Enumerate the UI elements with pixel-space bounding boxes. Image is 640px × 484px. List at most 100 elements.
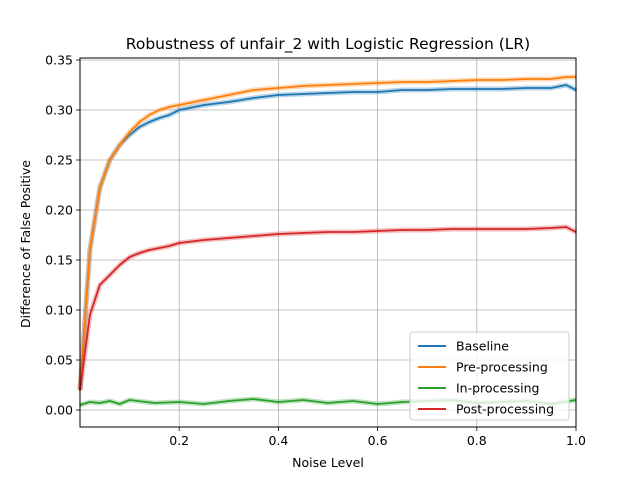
data-point-pre-processing	[451, 80, 453, 82]
data-point-pre-processing	[401, 81, 404, 83]
data-point-post-processing	[302, 232, 305, 234]
data-point-in-processing	[252, 398, 255, 400]
data-point-pre-processing	[500, 79, 503, 81]
data-point-post-processing	[118, 264, 121, 266]
series-layer	[77, 74, 578, 408]
data-point-in-processing	[128, 399, 131, 401]
data-point-in-processing	[277, 401, 280, 403]
data-point-in-processing	[178, 401, 181, 403]
data-point-pre-processing	[277, 87, 280, 89]
data-point-pre-processing	[302, 85, 305, 87]
chart-title: Robustness of unfair_2 with Logistic Reg…	[126, 35, 530, 54]
axis-layer: 0.2 0.4 0.6 0.8 1.0 0.00 0.05 0.10 0.15 0.20 0.25 0…	[45, 53, 586, 449]
data-point-post-processing	[277, 233, 280, 235]
data-point-in-processing	[327, 402, 329, 404]
data-point-baseline	[351, 91, 354, 93]
data-point-baseline	[138, 126, 141, 128]
series-line-pre-processing	[79, 76, 576, 391]
y-tick-label: 0.15	[45, 253, 73, 268]
x-tick-label: 0.4	[268, 433, 288, 448]
data-point-in-processing	[376, 403, 379, 405]
x-tick-label: 1.0	[566, 433, 586, 448]
data-point-post-processing	[108, 274, 111, 276]
data-point-baseline	[203, 104, 205, 106]
data-point-pre-processing	[525, 78, 528, 80]
data-point-pre-processing	[376, 82, 379, 84]
data-point-pre-processing	[118, 144, 121, 146]
data-point-post-processing	[565, 226, 567, 228]
data-point-baseline	[252, 97, 255, 99]
data-point-post-processing	[89, 314, 91, 316]
legend-label-baseline: Baseline	[456, 339, 509, 354]
data-point-post-processing	[138, 252, 141, 254]
legend-box	[409, 331, 570, 421]
y-tick-label: 0.25	[45, 153, 73, 168]
data-point-pre-processing	[252, 89, 255, 91]
data-point-post-processing	[128, 256, 131, 258]
data-point-pre-processing	[178, 104, 181, 106]
data-point-post-processing	[351, 231, 354, 233]
data-point-post-processing	[178, 242, 181, 244]
data-point-pre-processing	[327, 84, 329, 86]
data-point-pre-processing	[550, 78, 553, 80]
y-tick-label: 0.20	[45, 203, 73, 218]
data-point-post-processing	[98, 284, 101, 286]
data-point-post-processing	[451, 228, 453, 230]
data-point-in-processing	[89, 401, 91, 403]
data-point-post-processing	[148, 249, 151, 251]
data-point-in-processing	[153, 402, 156, 404]
data-point-pre-processing	[148, 114, 151, 116]
data-point-in-processing	[108, 400, 111, 402]
data-point-pre-processing	[128, 131, 131, 133]
x-tick-label: 0.2	[169, 433, 189, 448]
data-point-baseline	[550, 87, 553, 89]
data-point-post-processing	[327, 231, 329, 233]
data-point-baseline	[302, 93, 305, 95]
data-point-post-processing	[252, 235, 255, 237]
x-tick-label: 0.8	[467, 433, 487, 448]
data-point-post-processing	[168, 245, 171, 247]
data-point-pre-processing	[158, 109, 161, 111]
y-tick-label: 0.10	[45, 303, 73, 318]
series-line-baseline	[79, 84, 577, 391]
data-point-pre-processing	[351, 83, 354, 85]
data-point-baseline	[128, 134, 131, 136]
data-point-baseline	[500, 88, 503, 90]
data-point-in-processing	[98, 402, 101, 404]
data-point-post-processing	[203, 239, 205, 241]
legend-label-post-processing: Post-processing	[456, 402, 554, 417]
y-axis-label: Difference of False Positive	[18, 160, 33, 328]
data-point-baseline	[327, 92, 329, 94]
legend-label-pre-processing: Pre-processing	[456, 360, 548, 375]
data-point-post-processing	[158, 247, 161, 249]
x-axis-label: Noise Level	[292, 455, 364, 470]
data-point-baseline	[401, 89, 404, 91]
data-point-in-processing	[401, 401, 404, 403]
data-point-baseline	[158, 117, 161, 119]
legend: Baseline Pre-processing In-processing Post-…	[409, 331, 570, 421]
data-point-baseline	[426, 89, 429, 91]
x-tick-label: 0.6	[368, 433, 388, 448]
data-point-pre-processing	[565, 76, 567, 78]
data-point-baseline	[376, 91, 379, 93]
y-tick-label: 0.05	[45, 353, 73, 368]
data-point-pre-processing	[227, 94, 230, 96]
data-point-pre-processing	[98, 187, 101, 189]
data-point-in-processing	[351, 400, 354, 402]
grid-layer	[80, 58, 577, 427]
data-point-baseline	[148, 121, 151, 123]
series-line-post-processing	[79, 226, 577, 391]
data-point-pre-processing	[426, 81, 429, 83]
y-tick-label: 0.30	[45, 103, 73, 118]
data-point-post-processing	[376, 230, 379, 232]
data-point-post-processing	[550, 227, 553, 229]
data-point-post-processing	[401, 229, 404, 231]
data-point-pre-processing	[475, 79, 478, 81]
data-point-pre-processing	[138, 121, 141, 123]
data-point-in-processing	[227, 400, 230, 402]
data-point-baseline	[451, 88, 453, 90]
data-point-post-processing	[500, 228, 503, 230]
data-point-baseline	[525, 87, 528, 89]
